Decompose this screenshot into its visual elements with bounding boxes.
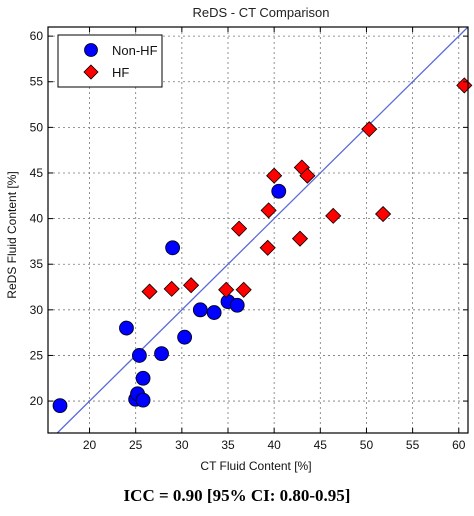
y-tick-label: 25 [30, 348, 44, 362]
point-non-hf [192, 302, 208, 318]
x-axis-label: CT Fluid Content [%] [200, 459, 311, 473]
y-tick-label: 20 [30, 394, 44, 408]
x-tick-label: 20 [83, 438, 97, 452]
point-non-hf [154, 346, 169, 362]
point-non-hf [52, 398, 68, 414]
x-tick-label: 30 [175, 438, 189, 452]
point-non-hf [135, 370, 151, 386]
point-hf [361, 121, 378, 138]
y-tick-label: 35 [30, 257, 44, 271]
y-tick-label: 60 [30, 29, 44, 43]
point-hf [141, 283, 158, 300]
point-hf [259, 239, 276, 256]
point-hf [266, 167, 283, 184]
data-points [52, 77, 473, 414]
point-hf [375, 205, 392, 223]
scatter-chart: ReDS - CT Comparison 20 25 30 35 40 45 50 55 602… [5, 5, 473, 473]
y-tick-label: 55 [30, 75, 44, 89]
y-tick-label: 40 [30, 212, 44, 226]
point-non-hf [131, 348, 147, 363]
identity-line [56, 26, 469, 434]
point-hf [235, 281, 252, 298]
legend-marker-non-hf [84, 43, 98, 57]
grid [48, 27, 468, 433]
legend-marker-hf [83, 64, 99, 80]
point-hf [231, 220, 248, 237]
point-non-hf [119, 320, 134, 336]
point-hf [163, 280, 180, 297]
x-tick-label: 45 [314, 438, 328, 452]
point-non-hf [206, 305, 222, 320]
plot-frame [47, 26, 469, 434]
point-hf [291, 230, 309, 247]
y-tick-label: 50 [30, 120, 44, 134]
x-tick-label: 55 [406, 438, 420, 452]
legend-box [57, 34, 163, 88]
x-tick-label: 60 [452, 438, 466, 452]
x-tick-label: 40 [267, 438, 281, 452]
point-hf [183, 277, 200, 294]
x-tick-label: 25 [129, 438, 143, 452]
point-non-hf [165, 240, 181, 256]
point-non-hf [229, 297, 245, 313]
point-hf [260, 202, 277, 219]
x-tick-label: 35 [221, 438, 235, 452]
point-hf [456, 77, 473, 94]
y-tick-label: 45 [30, 166, 44, 180]
point-hf [299, 167, 316, 184]
icc-caption: ICC = 0.90 [95% CI: 0.80-0.95] [123, 486, 351, 505]
legend-label-non-hf: Non-HF [112, 43, 158, 58]
legend-label-hf: HF [112, 65, 129, 80]
point-non-hf [271, 183, 287, 199]
legend: Non-HF HF [57, 34, 163, 88]
y-tick-label: 30 [30, 303, 44, 317]
tick-labels: 20 25 30 35 40 45 50 55 60 20 25 30 35 40 45 50 55 60 [30, 27, 468, 452]
point-non-hf [135, 392, 151, 408]
y-axis-label: ReDS Fluid Content [%] [5, 171, 19, 298]
chart-title: ReDS - CT Comparison [192, 5, 329, 20]
x-tick-label: 50 [360, 438, 374, 452]
point-non-hf [177, 329, 193, 345]
point-hf [325, 207, 342, 224]
point-hf [218, 281, 235, 298]
